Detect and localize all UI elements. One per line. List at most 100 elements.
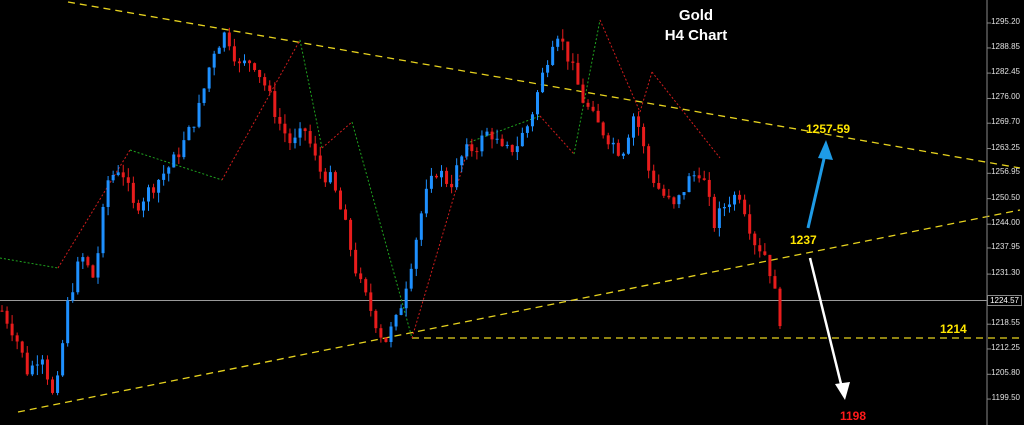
candle-body [440, 170, 444, 178]
candle-body [86, 257, 90, 266]
candle-body [455, 165, 459, 188]
zigzag-segment [221, 39, 301, 181]
candle-body [263, 77, 267, 86]
candle-body [131, 182, 135, 203]
candle-body [409, 268, 413, 289]
candle-body [480, 135, 484, 152]
candle-body [722, 207, 726, 209]
price-tick-label: 1231.30 [991, 268, 1020, 278]
candle-body [354, 249, 358, 274]
candle-body [278, 116, 282, 124]
down-target-arrow-head [835, 382, 850, 400]
candle-body [758, 245, 762, 252]
candle-body [642, 126, 646, 147]
price-tick-label: 1288.85 [991, 41, 1020, 51]
candle-body [748, 214, 752, 234]
candle-body [485, 131, 489, 136]
zigzag-segment [651, 71, 721, 159]
candle-body [465, 144, 469, 157]
candle-body [687, 176, 691, 193]
candle-body [227, 32, 231, 47]
candle-body [389, 326, 393, 342]
candle-body [0, 310, 4, 312]
candle-body [424, 188, 428, 214]
candle-body [551, 46, 555, 65]
candle-body [586, 102, 590, 107]
price-tick-label: 1237.95 [991, 241, 1020, 251]
candle-body [561, 38, 565, 42]
candle-body [394, 314, 398, 327]
ascending-support-line [17, 209, 1021, 413]
candle-body [515, 146, 519, 153]
price-tick-label: 1295.20 [991, 17, 1020, 26]
candle-body [202, 88, 206, 103]
candle-body [253, 63, 257, 70]
candle-body [177, 154, 181, 158]
candle-body [399, 308, 403, 315]
candle-body [76, 261, 80, 293]
candle-body [5, 310, 9, 324]
candle-body [313, 143, 317, 156]
candle-body [566, 41, 570, 62]
trendlines [0, 1, 1021, 413]
candle-body [242, 60, 246, 64]
projection-arrows [806, 140, 850, 400]
candle-body [25, 352, 29, 375]
candle-body [374, 310, 378, 329]
candle-body [116, 172, 120, 176]
candle-body [56, 375, 60, 393]
candle-body [283, 123, 287, 134]
candle-body [157, 179, 161, 193]
candle-body [10, 323, 14, 336]
candle-body [349, 219, 353, 250]
candle-body [490, 131, 494, 140]
candle-body [121, 172, 125, 178]
price-tick-label: 1212.25 [991, 342, 1020, 352]
candle-body [460, 156, 464, 166]
candle-body [152, 187, 156, 193]
candle-body [631, 116, 635, 138]
price-tick-label: 1269.70 [991, 117, 1020, 127]
candle-body [162, 173, 166, 180]
candle-body [475, 151, 479, 153]
candle-body [596, 110, 600, 123]
candle-body [510, 144, 514, 153]
candle-body [66, 300, 70, 344]
candle-body [167, 167, 171, 174]
candle-body [778, 288, 782, 327]
zigzag-segment [639, 71, 653, 113]
price-tick-label: 1199.50 [991, 393, 1020, 403]
candle-body [662, 188, 666, 196]
candle-body [248, 60, 252, 64]
candle-body [733, 194, 737, 205]
candle-body [546, 64, 550, 73]
candle-body [308, 131, 312, 144]
candle-body [611, 142, 615, 145]
candle-body [667, 195, 671, 198]
candle-body [369, 292, 373, 311]
candle-body [505, 144, 509, 147]
candle-body [147, 187, 151, 202]
candle-body [111, 175, 115, 181]
candle-body [576, 62, 580, 85]
up-target-arrow-shaft [806, 149, 828, 229]
zigzag-segment [539, 115, 575, 155]
candle-body [530, 114, 534, 127]
candle-body [470, 144, 474, 152]
zigzag-segment [321, 121, 353, 149]
candle-body [222, 32, 226, 48]
candle-body [672, 197, 676, 205]
candle-body [450, 183, 454, 188]
candle-body [712, 196, 716, 228]
zigzag-segment [129, 149, 223, 181]
candle-body [258, 69, 262, 78]
candle-body [268, 85, 272, 92]
candle-body [126, 177, 130, 183]
candle-body [556, 38, 560, 47]
candle-body [338, 190, 342, 210]
candle-body [344, 209, 348, 220]
candles [0, 27, 782, 396]
candle-body [717, 208, 721, 228]
candle-body [61, 343, 65, 376]
price-tick-label: 1218.55 [991, 318, 1020, 328]
